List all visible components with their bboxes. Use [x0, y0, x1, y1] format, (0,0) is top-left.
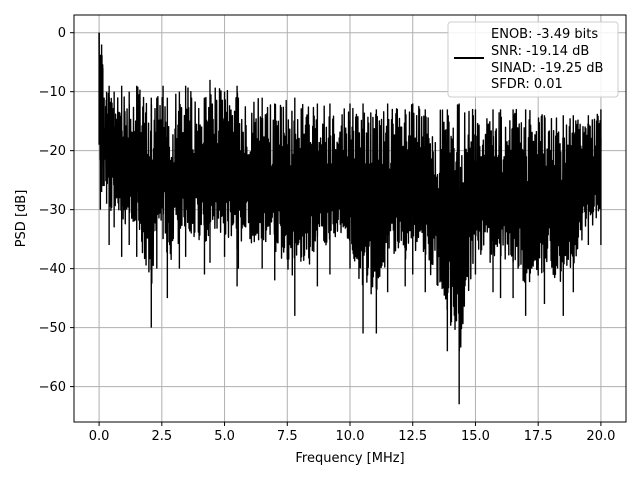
x-axis-label: Frequency [MHz]	[295, 451, 404, 466]
y-axis-label: PSD [dB]	[14, 190, 29, 248]
y-tick-label: −20	[39, 144, 66, 159]
x-axis-ticks: 0.0 2.5 5.0 7.5 10.0 12.5 15.0 17.5 20.0	[89, 422, 615, 444]
legend-snr: SNR: -19.14 dB	[491, 44, 589, 59]
psd-trace	[98, 32, 602, 405]
x-tick-label: 10.0	[336, 429, 365, 444]
x-tick-label: 2.5	[151, 429, 172, 444]
x-tick-label: 0.0	[89, 429, 110, 444]
y-tick-label: −30	[39, 203, 66, 218]
x-tick-label: 15.0	[461, 429, 490, 444]
y-tick-label: −10	[39, 85, 66, 100]
legend-sinad: SINAD: -19.25 dB	[491, 61, 603, 76]
x-tick-label: 7.5	[277, 429, 298, 444]
legend-enob: ENOB: -3.49 bits	[491, 27, 598, 42]
legend-sfdr: SFDR: 0.01	[491, 77, 563, 92]
x-tick-label: 12.5	[398, 429, 427, 444]
y-tick-label: −50	[39, 321, 66, 336]
y-tick-label: −60	[39, 380, 66, 395]
y-axis-ticks: 0 −10 −20 −30 −40 −50 −60	[39, 26, 74, 395]
y-tick-label: 0	[58, 26, 66, 41]
x-tick-label: 17.5	[524, 429, 553, 444]
x-tick-label: 5.0	[214, 429, 235, 444]
legend-box	[447, 21, 619, 98]
x-tick-label: 20.0	[586, 429, 615, 444]
legend: ENOB: -3.49 bits SNR: -19.14 dB SINAD: -…	[447, 21, 619, 98]
y-tick-label: −40	[39, 262, 66, 277]
